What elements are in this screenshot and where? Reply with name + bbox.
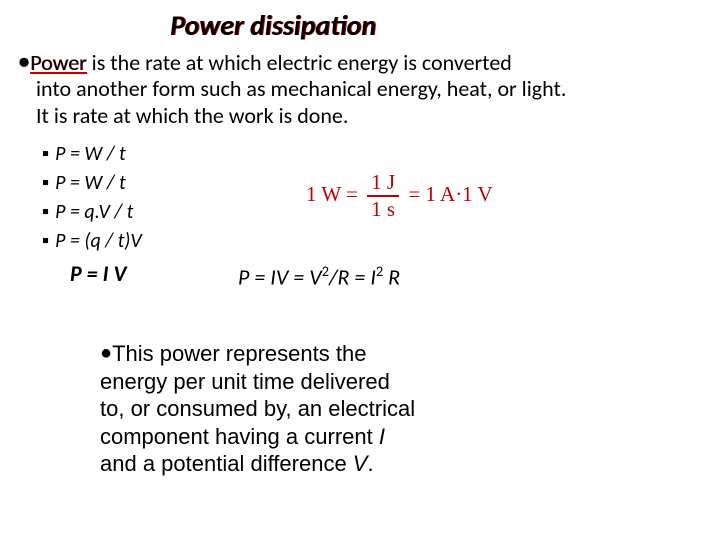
sum-l4: component having a current — [100, 424, 379, 449]
bullet-icon: ● — [18, 50, 30, 74]
intro-paragraph: ●Power is the rate at which electric ene… — [18, 50, 698, 129]
eq-c: P = q.V / t — [55, 200, 133, 224]
var-i: I — [379, 424, 385, 449]
power-formula: P = IV = V2/R = I2 R — [238, 262, 400, 290]
eq-final: P = I V — [70, 258, 142, 290]
square-bullet-icon: ▪ — [42, 142, 49, 166]
sum-l3: to, or consumed by, an electrical — [100, 396, 415, 421]
sum-l2: energy per unit time delivered — [100, 369, 390, 394]
numerator: 1 J — [367, 170, 399, 197]
sup-2a: 2 — [322, 262, 329, 280]
power-word: Power — [30, 49, 87, 76]
bullet-icon: ● — [100, 342, 112, 364]
sum-l1: This power represents the — [112, 341, 366, 366]
square-bullet-icon: ▪ — [42, 200, 49, 224]
sum-dot: . — [367, 451, 373, 476]
var-v: V — [353, 451, 368, 476]
page-title: Power dissipation — [170, 8, 376, 43]
watt-left: 1 W = — [306, 182, 358, 206]
intro-rest1: is the rate at which electric energy is … — [87, 49, 512, 76]
denominator: 1 s — [367, 197, 399, 222]
fraction: 1 J 1 s — [367, 170, 399, 222]
eq-a: P = W / t — [55, 142, 126, 166]
intro-line3: It is rate at which the work is done. — [36, 102, 348, 129]
square-bullet-icon: ▪ — [42, 171, 49, 195]
pv-end: R — [383, 263, 400, 290]
eq-d: P = (q / t)V — [55, 229, 142, 253]
equation-list: ▪P = W / t ▪P = W / t ▪P = q.V / t ▪P = … — [42, 140, 142, 290]
watt-equation: 1 W = 1 J 1 s = 1 A·1 V — [306, 170, 493, 222]
eq-b: P = W / t — [55, 171, 126, 195]
intro-line2: into another form such as mechanical ene… — [36, 75, 566, 102]
watt-right: = 1 A·1 V — [408, 182, 492, 206]
sum-l5: and a potential difference — [100, 451, 353, 476]
summary-paragraph: ●This power represents the energy per un… — [100, 340, 600, 478]
pv-mid: /R = I — [329, 263, 376, 290]
pv-p1: P = IV = V — [238, 263, 322, 290]
square-bullet-icon: ▪ — [42, 229, 49, 253]
